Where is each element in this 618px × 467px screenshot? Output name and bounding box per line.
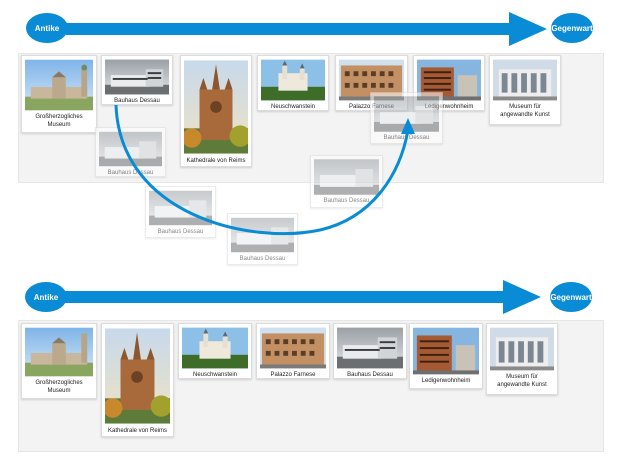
- museum-photo: [25, 327, 93, 377]
- card-bauhaus[interactable]: Bauhaus Dessau: [333, 323, 407, 379]
- timeline-end-node: Gegenwart: [550, 282, 592, 312]
- bauhaus-photo: [337, 327, 403, 369]
- ghost-card-5: Bauhaus Dessau: [370, 92, 443, 144]
- ghost-card-4: Bauhaus Dessau: [310, 155, 383, 208]
- card-museum[interactable]: Großherzogliches Museum: [21, 323, 97, 399]
- neuschwanstein-photo: [261, 59, 325, 101]
- card-kunst-caption: Museum für angewandte Kunst: [500, 104, 550, 118]
- card-museum[interactable]: Großherzogliches Museum: [21, 55, 97, 133]
- card-kathedrale-caption: Kathedrale von Reims: [186, 158, 246, 164]
- kathedrale-photo: [105, 328, 170, 424]
- card-ledigen-caption: Ledigenwohnheim: [421, 378, 471, 384]
- card-kunst[interactable]: Museum für angewandte Kunst: [489, 55, 561, 125]
- ghost-card-5-caption: Bauhaus Dessau: [383, 135, 430, 141]
- bauhaus-photo: [105, 59, 169, 95]
- card-kunst[interactable]: Museum für angewandte Kunst: [486, 323, 558, 395]
- farnese-photo: [339, 59, 404, 101]
- card-ledigen[interactable]: Ledigenwohnheim: [413, 55, 485, 111]
- ghost-card-4-caption: Bauhaus Dessau: [323, 198, 370, 204]
- card-museum-caption: Großherzogliches Museum: [35, 380, 83, 394]
- bauhaus-photo: [374, 96, 439, 132]
- card-bauhaus-dragged-source[interactable]: Bauhaus Dessau: [101, 55, 173, 105]
- timeline-arrow-head: [503, 280, 541, 314]
- bauhaus-photo: [314, 159, 379, 195]
- bauhaus-photo: [149, 190, 212, 226]
- ghost-card-2: Bauhaus Dessau: [145, 186, 216, 238]
- bauhaus-photo: [99, 131, 162, 167]
- timeline-top: Antike Gegenwart: [0, 5, 618, 55]
- card-neuschwanstein-caption: Neuschwanstein: [192, 372, 238, 378]
- card-kathedrale[interactable]: Kathedrale von Reims: [101, 323, 174, 437]
- ghost-card-1: Bauhaus Dessau: [95, 127, 166, 177]
- museum-photo: [25, 59, 93, 111]
- card-kathedrale[interactable]: Kathedrale von Reims: [180, 55, 252, 167]
- timeline-start-node: Antike: [25, 282, 67, 312]
- ghost-card-1-caption: Bauhaus Dessau: [107, 170, 154, 176]
- card-museum-caption: Großherzogliches Museum: [35, 114, 83, 128]
- card-farnese-caption: Palazzo Farnese: [270, 372, 316, 378]
- neuschwanstein-photo: [182, 327, 248, 369]
- card-neuschwanstein-caption: Neuschwanstein: [270, 104, 316, 110]
- kunst-photo: [490, 327, 554, 371]
- ledigen-photo: [413, 327, 479, 375]
- ghost-card-3-caption: Bauhaus Dessau: [239, 256, 286, 262]
- card-neuschwanstein[interactable]: Neuschwanstein: [178, 323, 252, 379]
- card-ledigen-caption: Ledigenwohnheim: [424, 104, 474, 110]
- kunst-photo: [493, 59, 557, 101]
- card-bauhaus-caption: Bauhaus Dessau: [114, 98, 160, 104]
- card-kunst-caption: Museum für angewandte Kunst: [497, 374, 547, 388]
- card-farnese[interactable]: Palazzo Farnese: [256, 323, 330, 379]
- timeline-arrow-shaft: [66, 23, 512, 35]
- timeline-arrow-shaft: [64, 291, 506, 303]
- ghost-card-3: Bauhaus Dessau: [227, 213, 298, 265]
- card-bauhaus-caption: Bauhaus Dessau: [347, 372, 393, 378]
- kathedrale-photo: [184, 60, 248, 154]
- farnese-photo: [260, 327, 326, 369]
- card-kathedrale-caption: Kathedrale von Reims: [107, 428, 168, 434]
- timeline-start-node: Antike: [26, 13, 68, 43]
- timeline-arrow-head: [509, 12, 547, 46]
- timeline-end-node: Gegenwart: [551, 13, 593, 43]
- bauhaus-photo: [231, 217, 294, 253]
- card-ledigen[interactable]: Ledigenwohnheim: [409, 323, 483, 389]
- timeline-bottom: Antike Gegenwart: [0, 280, 618, 330]
- ghost-card-2-caption: Bauhaus Dessau: [157, 229, 204, 235]
- card-neuschwanstein[interactable]: Neuschwanstein: [257, 55, 329, 111]
